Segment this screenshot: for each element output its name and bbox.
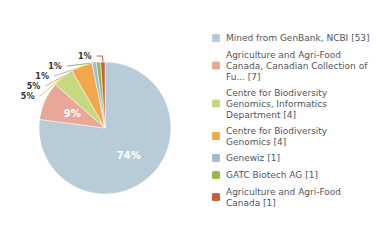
svg-text:9%: 9% — [64, 108, 81, 119]
svg-text:Agriculture and Agri-Food: Agriculture and Agri-Food — [226, 50, 341, 60]
svg-text:Genomics [4]: Genomics [4] — [226, 137, 286, 147]
svg-text:5%: 5% — [27, 82, 41, 91]
svg-text:Centre for Biodiversity: Centre for Biodiversity — [226, 88, 328, 98]
svg-text:Department [4]: Department [4] — [226, 110, 296, 120]
svg-text:Canada, Canadian Collection of: Canada, Canadian Collection of — [226, 61, 368, 71]
svg-text:Fu... [7]: Fu... [7] — [226, 72, 261, 82]
svg-text:GATC Biotech AG [1]: GATC Biotech AG [1] — [226, 170, 318, 180]
svg-text:Canada [1]: Canada [1] — [226, 198, 276, 208]
svg-text:1%: 1% — [78, 52, 92, 61]
svg-text:Genewiz [1]: Genewiz [1] — [226, 153, 280, 163]
svg-text:Genomics, Informatics: Genomics, Informatics — [226, 99, 327, 109]
svg-text:74%: 74% — [117, 150, 141, 161]
svg-text:5%: 5% — [21, 92, 35, 101]
svg-text:1%: 1% — [35, 72, 49, 81]
svg-text:Agriculture and Agri-Food: Agriculture and Agri-Food — [226, 187, 341, 197]
svg-text:Mined from GenBank, NCBI [53]: Mined from GenBank, NCBI [53] — [226, 33, 370, 43]
svg-text:1%: 1% — [48, 62, 62, 71]
svg-text:Centre for Biodiversity: Centre for Biodiversity — [226, 126, 328, 136]
